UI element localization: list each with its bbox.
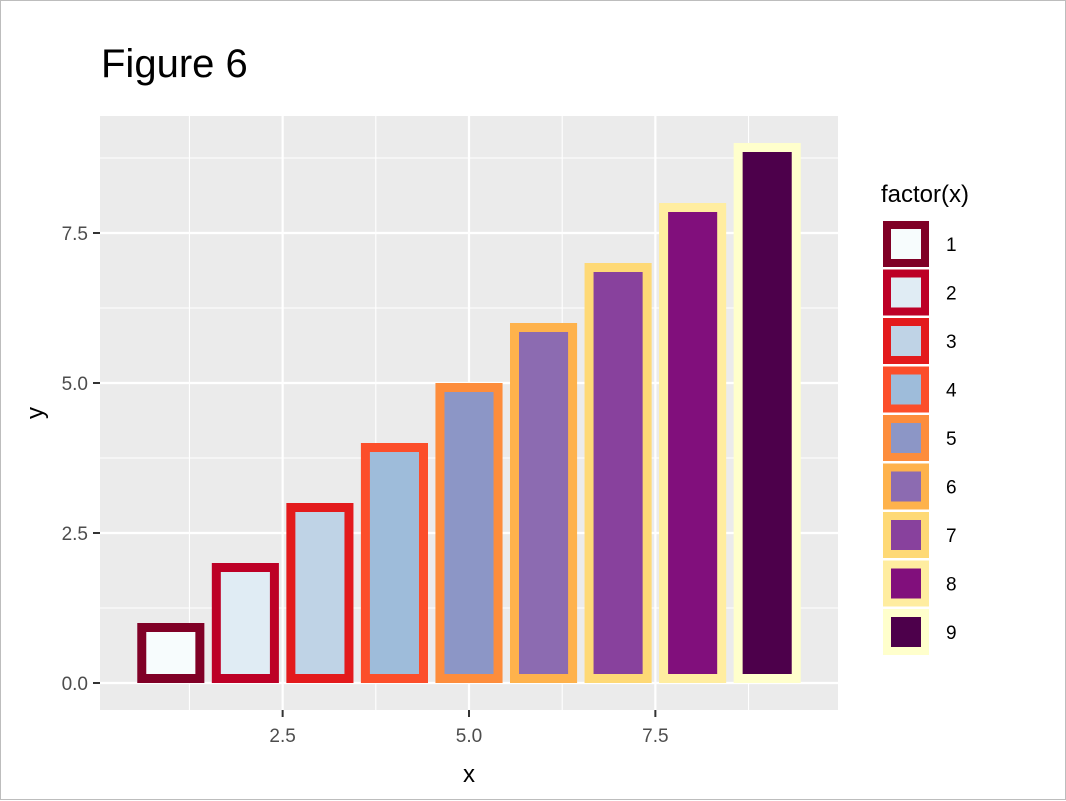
legend-label-7: 7: [946, 526, 957, 547]
y-tick-label: 2.5: [62, 524, 88, 545]
legend: factor(x) 1 2 3 4 5 6 7 8 9: [881, 181, 969, 655]
legend-label-4: 4: [946, 381, 957, 402]
legend-label-2: 2: [946, 284, 957, 305]
bar-9: [733, 143, 801, 683]
legend-key-fill-7: [891, 520, 921, 550]
legend-label-8: 8: [946, 575, 957, 596]
legend-key-fill-5: [891, 423, 921, 453]
bars: [137, 143, 801, 683]
y-axis: 0.0 2.5 5.0 7.5: [62, 224, 100, 695]
y-tick-label: 0.0: [62, 674, 88, 695]
legend-key-fill-1: [891, 229, 921, 259]
x-axis-title: x: [463, 761, 475, 788]
bar-4: [360, 443, 428, 683]
y-tick-label: 5.0: [62, 374, 88, 395]
y-axis-title: y: [22, 407, 49, 419]
legend-key-fill-6: [891, 471, 921, 502]
bar-2: [211, 563, 279, 683]
legend-key-fill-4: [891, 374, 921, 405]
x-axis: 2.5 5.0 7.5: [269, 710, 669, 747]
legend-items: 1 2 3 4 5 6 7 8 9: [883, 221, 957, 655]
legend-title: factor(x): [881, 181, 969, 208]
legend-label-3: 3: [946, 332, 957, 353]
bar-5: [435, 383, 503, 683]
x-tick-label: 5.0: [456, 726, 482, 747]
legend-key-fill-8: [891, 568, 921, 599]
y-tick-label: 7.5: [62, 224, 88, 245]
x-tick-label: 2.5: [269, 726, 295, 747]
bar-7: [584, 263, 652, 683]
legend-label-1: 1: [946, 235, 957, 256]
legend-key-fill-9: [891, 617, 921, 647]
legend-label-9: 9: [946, 623, 957, 644]
legend-label-6: 6: [946, 478, 957, 499]
x-tick-label: 7.5: [642, 726, 668, 747]
bar-6: [510, 323, 578, 683]
legend-key-fill-3: [891, 326, 921, 356]
bar-3: [286, 503, 354, 683]
bar-1: [137, 623, 205, 683]
chart-title: Figure 6: [101, 42, 248, 86]
bar-8: [659, 203, 727, 683]
legend-label-5: 5: [946, 429, 957, 450]
legend-key-fill-2: [891, 277, 921, 308]
